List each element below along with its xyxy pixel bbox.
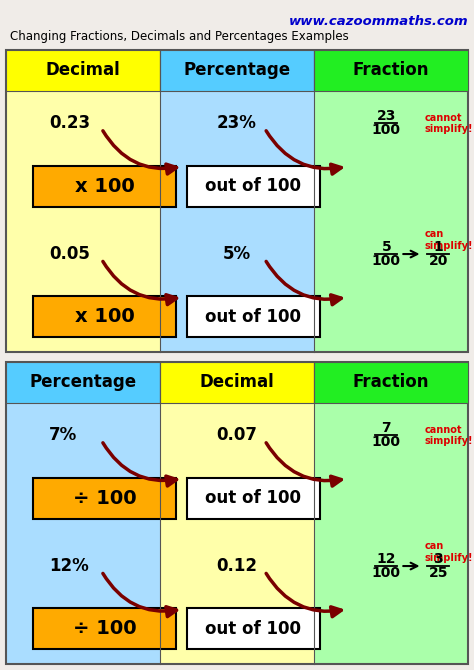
Text: out of 100: out of 100 xyxy=(205,489,301,507)
FancyBboxPatch shape xyxy=(187,296,319,337)
Text: 5%: 5% xyxy=(223,245,251,263)
Text: out of 100: out of 100 xyxy=(205,177,301,195)
Text: cannot
simplify!: cannot simplify! xyxy=(425,113,474,134)
Text: 100: 100 xyxy=(372,436,401,450)
Text: 100: 100 xyxy=(372,566,401,580)
Text: Percentage: Percentage xyxy=(183,62,291,79)
Text: Fraction: Fraction xyxy=(353,62,429,79)
Text: 25: 25 xyxy=(428,566,448,580)
Text: 100: 100 xyxy=(372,123,401,137)
FancyBboxPatch shape xyxy=(33,608,176,649)
Text: Decimal: Decimal xyxy=(46,62,120,79)
Text: 7: 7 xyxy=(382,421,391,436)
FancyBboxPatch shape xyxy=(33,296,176,337)
Text: 5: 5 xyxy=(382,240,391,254)
Text: Decimal: Decimal xyxy=(200,373,274,391)
Text: 3: 3 xyxy=(434,552,443,566)
Text: 12%: 12% xyxy=(49,557,89,575)
Bar xyxy=(314,362,468,403)
Bar xyxy=(160,362,314,403)
Text: can
simplify!: can simplify! xyxy=(425,229,474,251)
Text: cannot
simplify!: cannot simplify! xyxy=(425,425,474,446)
Text: Fraction: Fraction xyxy=(353,373,429,391)
Text: 0.23: 0.23 xyxy=(49,115,90,133)
Bar xyxy=(6,362,160,403)
FancyBboxPatch shape xyxy=(187,478,319,519)
Text: 0.12: 0.12 xyxy=(217,557,257,575)
Bar xyxy=(314,50,468,352)
Bar xyxy=(6,362,160,664)
Text: 7%: 7% xyxy=(49,426,77,444)
Text: ÷ 100: ÷ 100 xyxy=(73,488,137,508)
Text: ÷ 100: ÷ 100 xyxy=(73,619,137,639)
Bar xyxy=(6,50,160,352)
Text: out of 100: out of 100 xyxy=(205,308,301,326)
Bar xyxy=(160,50,314,352)
Text: 20: 20 xyxy=(428,254,448,268)
Bar xyxy=(160,362,314,664)
Bar xyxy=(6,362,468,664)
Text: www.cazoommaths.com: www.cazoommaths.com xyxy=(288,15,468,28)
Text: 12: 12 xyxy=(377,552,396,566)
FancyBboxPatch shape xyxy=(33,478,176,519)
FancyBboxPatch shape xyxy=(33,165,176,207)
Bar xyxy=(6,50,468,352)
Text: 23%: 23% xyxy=(217,115,257,133)
FancyBboxPatch shape xyxy=(187,165,319,207)
Bar xyxy=(6,50,160,90)
Text: Percentage: Percentage xyxy=(29,373,137,391)
Text: x 100: x 100 xyxy=(75,177,135,196)
Text: x 100: x 100 xyxy=(75,308,135,326)
Text: 0.07: 0.07 xyxy=(217,426,257,444)
Bar xyxy=(314,362,468,664)
Bar xyxy=(314,50,468,90)
Text: 23: 23 xyxy=(377,109,396,123)
FancyBboxPatch shape xyxy=(187,608,319,649)
Text: 100: 100 xyxy=(372,254,401,268)
Text: Changing Fractions, Decimals and Percentages Examples: Changing Fractions, Decimals and Percent… xyxy=(10,30,349,43)
Text: 1: 1 xyxy=(434,240,443,254)
Text: can
simplify!: can simplify! xyxy=(425,541,474,563)
Text: 0.05: 0.05 xyxy=(49,245,90,263)
Text: out of 100: out of 100 xyxy=(205,620,301,638)
Bar xyxy=(160,50,314,90)
